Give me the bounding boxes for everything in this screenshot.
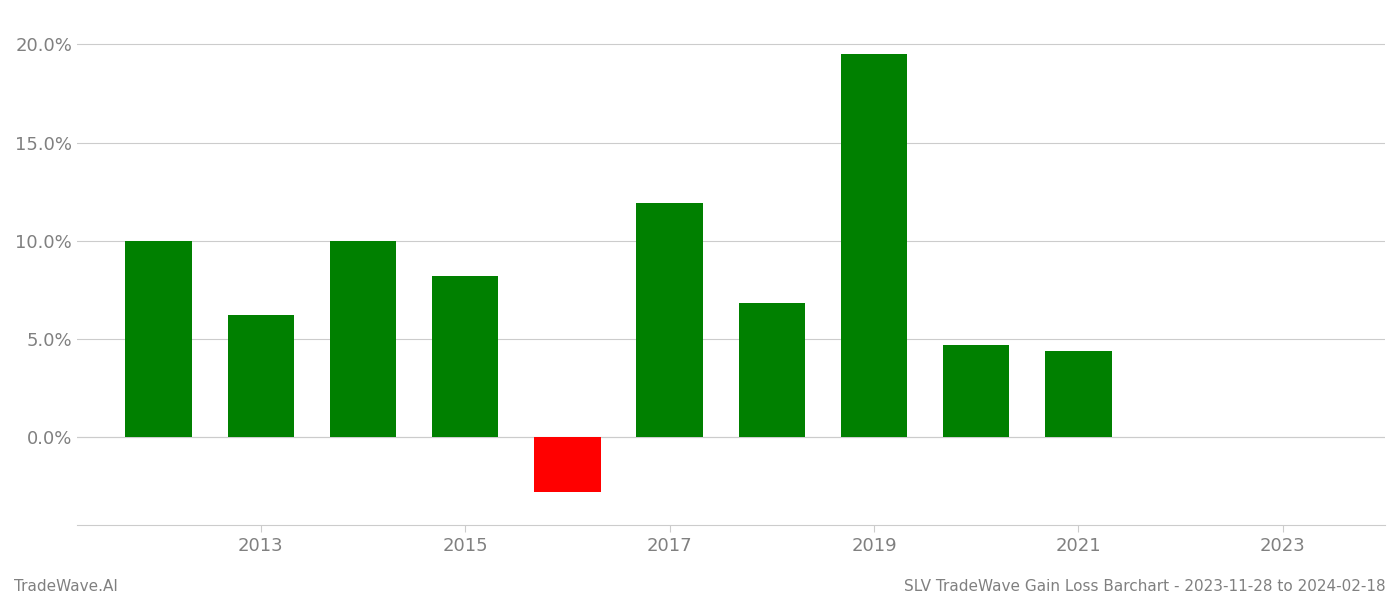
Bar bbox=[228, 315, 294, 437]
Bar bbox=[126, 241, 192, 437]
Bar bbox=[841, 54, 907, 437]
Bar bbox=[535, 437, 601, 492]
Bar bbox=[944, 344, 1009, 437]
Bar bbox=[330, 241, 396, 437]
Bar bbox=[637, 203, 703, 437]
Bar bbox=[433, 276, 498, 437]
Text: TradeWave.AI: TradeWave.AI bbox=[14, 579, 118, 594]
Text: SLV TradeWave Gain Loss Barchart - 2023-11-28 to 2024-02-18: SLV TradeWave Gain Loss Barchart - 2023-… bbox=[904, 579, 1386, 594]
Bar bbox=[739, 304, 805, 437]
Bar bbox=[1046, 350, 1112, 437]
